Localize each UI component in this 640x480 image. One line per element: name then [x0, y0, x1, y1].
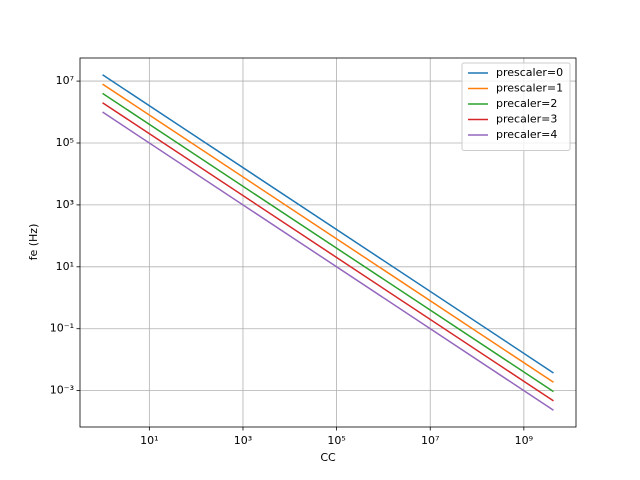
x-axis-label: CC	[320, 451, 336, 464]
x-tick-label: 10⁹	[515, 434, 533, 447]
line	[102, 83, 554, 383]
x-tick-label: 10³	[234, 434, 252, 447]
legend-label: precaler=3	[496, 113, 557, 126]
y-tick-label: 10³	[56, 198, 74, 211]
plot-frame	[79, 57, 577, 428]
y-tick-label: 10¹	[56, 260, 74, 273]
legend-box	[461, 62, 571, 151]
legend-label: precaler=2	[496, 97, 557, 110]
y-tick-label: 10⁷	[56, 74, 74, 87]
legend-label: prescaler=0	[496, 66, 563, 79]
legend-label: prescaler=1	[496, 82, 563, 95]
line	[102, 74, 554, 374]
y-tick-label: 10⁻¹	[50, 322, 74, 335]
y-tick-label: 10⁵	[56, 136, 74, 149]
legend-label: precaler=4	[496, 128, 557, 141]
x-tick-label: 10⁵	[327, 434, 345, 447]
y-tick-label: 10⁻³	[50, 384, 74, 397]
x-tick-label: 10⁷	[421, 434, 439, 447]
line	[102, 92, 554, 393]
y-axis-label: fe (Hz)	[27, 224, 40, 261]
line	[102, 102, 554, 402]
x-tick-label: 10¹	[140, 434, 158, 447]
line	[102, 111, 554, 411]
